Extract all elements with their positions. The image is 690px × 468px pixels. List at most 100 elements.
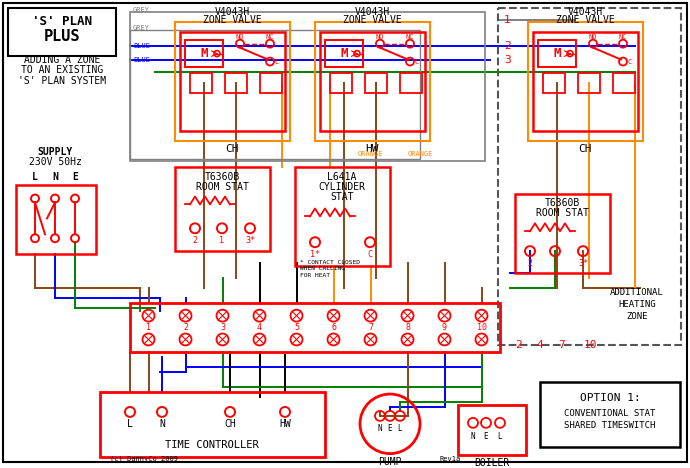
Text: NO: NO <box>236 34 244 40</box>
Text: ORANGE: ORANGE <box>357 151 383 157</box>
Text: HW: HW <box>365 144 379 154</box>
Bar <box>325 40 363 67</box>
Text: 3*: 3* <box>245 236 255 245</box>
Bar <box>295 167 390 266</box>
Text: M: M <box>200 47 208 60</box>
Text: C: C <box>275 58 279 65</box>
Text: L: L <box>397 424 402 433</box>
Bar <box>225 73 247 93</box>
Bar <box>315 22 430 141</box>
Text: ROOM STAT: ROOM STAT <box>535 208 589 219</box>
Text: N: N <box>159 419 165 429</box>
Text: 3: 3 <box>220 323 225 332</box>
Text: 3: 3 <box>504 55 511 65</box>
Text: L: L <box>497 432 502 441</box>
Text: * CONTACT CLOSED: * CONTACT CLOSED <box>300 260 360 264</box>
Bar <box>613 73 635 93</box>
Text: 'S' PLAN: 'S' PLAN <box>32 15 92 29</box>
Bar <box>400 73 422 93</box>
Text: N: N <box>377 424 382 433</box>
Text: SUPPLY: SUPPLY <box>37 147 72 157</box>
Text: NC: NC <box>266 34 274 40</box>
Text: ZONE VALVE: ZONE VALVE <box>555 15 614 25</box>
Text: GREY: GREY <box>133 25 150 31</box>
Text: T6360B: T6360B <box>204 172 239 182</box>
Text: 1: 1 <box>504 15 511 25</box>
Text: FOR HEAT: FOR HEAT <box>300 273 330 278</box>
Text: C: C <box>628 58 632 65</box>
Text: STAT: STAT <box>331 191 354 202</box>
Text: 10: 10 <box>477 323 486 332</box>
Text: 230V 50Hz: 230V 50Hz <box>28 157 81 167</box>
Text: NO: NO <box>589 34 598 40</box>
Bar <box>180 32 285 131</box>
Bar <box>528 22 643 141</box>
Text: BLUE: BLUE <box>133 57 150 63</box>
Bar <box>130 303 500 352</box>
Text: 2: 2 <box>504 41 511 51</box>
Text: NO: NO <box>376 34 384 40</box>
Text: M: M <box>553 47 561 60</box>
Text: ADDING A ZONE: ADDING A ZONE <box>24 55 100 65</box>
Text: L641A: L641A <box>327 172 357 182</box>
Text: 10: 10 <box>583 340 597 351</box>
Text: OPTION 1:: OPTION 1: <box>580 393 640 403</box>
Text: BOILER: BOILER <box>475 458 510 468</box>
Text: L: L <box>127 419 133 429</box>
Text: M: M <box>340 47 348 60</box>
Text: 6: 6 <box>331 323 336 332</box>
Text: BLUE: BLUE <box>133 43 150 49</box>
Text: 1*: 1* <box>310 249 320 259</box>
Text: ADDITIONAL: ADDITIONAL <box>610 288 664 297</box>
Text: TO AN EXISTING: TO AN EXISTING <box>21 66 103 75</box>
Text: C: C <box>415 58 419 65</box>
Text: T6360B: T6360B <box>544 198 580 208</box>
Text: N: N <box>52 172 58 182</box>
Bar <box>533 32 638 131</box>
Bar <box>16 184 96 254</box>
Text: WHEN CALLING: WHEN CALLING <box>300 266 345 271</box>
Text: E: E <box>484 432 489 441</box>
Text: C: C <box>368 249 373 259</box>
Text: 4: 4 <box>537 340 544 351</box>
Bar <box>100 392 325 457</box>
Text: V4043H: V4043H <box>567 7 602 17</box>
Text: E: E <box>388 424 393 433</box>
Text: NC: NC <box>406 34 414 40</box>
Bar <box>175 167 270 251</box>
Text: ZONE: ZONE <box>627 312 648 321</box>
Text: ORANGE: ORANGE <box>407 151 433 157</box>
Text: CYLINDER: CYLINDER <box>319 182 366 191</box>
Text: 1: 1 <box>553 258 558 268</box>
Text: 2: 2 <box>515 340 522 351</box>
Bar <box>458 405 526 454</box>
Bar <box>320 32 425 131</box>
Bar <box>185 40 223 67</box>
Bar <box>543 73 565 93</box>
Text: E: E <box>72 172 78 182</box>
Text: 7: 7 <box>559 340 565 351</box>
Text: TIME CONTROLLER: TIME CONTROLLER <box>165 440 259 450</box>
Text: V4043H: V4043H <box>215 7 250 17</box>
Text: GREY: GREY <box>133 7 150 13</box>
Bar <box>260 73 282 93</box>
Text: (c) DannyCo 2009: (c) DannyCo 2009 <box>110 455 178 462</box>
Bar <box>8 8 116 56</box>
Text: ZONE VALVE: ZONE VALVE <box>343 15 402 25</box>
Text: Rev1a: Rev1a <box>440 455 461 461</box>
Text: PLUS: PLUS <box>43 29 80 44</box>
Bar <box>130 12 485 161</box>
Text: PUMP: PUMP <box>378 457 402 467</box>
Text: N: N <box>471 432 475 441</box>
Text: ROOM STAT: ROOM STAT <box>195 182 248 191</box>
Text: 1: 1 <box>146 323 151 332</box>
Text: 2: 2 <box>183 323 188 332</box>
Bar <box>540 382 680 446</box>
Bar <box>175 22 290 141</box>
Text: V4043H: V4043H <box>355 7 390 17</box>
Text: 4: 4 <box>257 323 262 332</box>
Text: 1: 1 <box>219 236 224 245</box>
Bar <box>330 73 352 93</box>
Text: 2: 2 <box>193 236 197 245</box>
Text: HEATING: HEATING <box>618 300 656 309</box>
